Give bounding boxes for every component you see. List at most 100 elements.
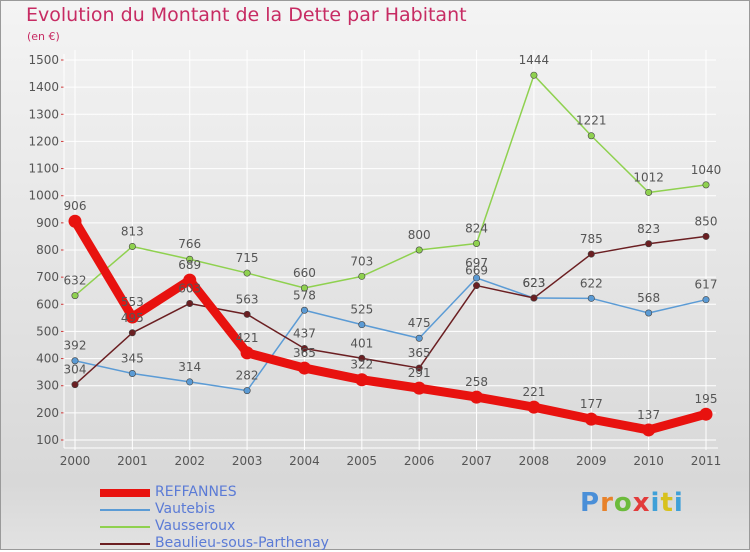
point-vautebis-2010 [645, 309, 653, 317]
point-vautebis-2011 [702, 296, 710, 304]
data-label-reffannes-2002: 689 [178, 258, 201, 272]
point-beaulieu-sous-parthenay-2006 [415, 364, 423, 372]
point-reffannes-2007 [470, 390, 484, 404]
point-vausseroux-2011 [702, 181, 710, 189]
data-label-beaulieu-sous-parthenay-2006: 365 [408, 346, 431, 360]
data-label-vautebis-2010: 568 [637, 291, 660, 305]
point-beaulieu-sous-parthenay-2000 [71, 381, 79, 389]
point-reffannes-2005 [355, 373, 369, 387]
data-label-vautebis-2011: 617 [695, 278, 718, 292]
point-vautebis-2001 [128, 369, 136, 377]
point-beaulieu-sous-parthenay-2007 [473, 282, 481, 290]
data-label-beaulieu-sous-parthenay-2007: 669 [465, 264, 488, 278]
grid [65, 50, 716, 450]
axes: 100 200 300 400 500 600 700 800 900 1000 1100 1200 1… [28, 53, 721, 468]
data-labels: 392 345 314 282 578 525 475 697 623 622 568 617 632 8… [64, 53, 722, 422]
data-label-beaulieu-sous-parthenay-2004: 437 [293, 327, 316, 341]
y-tick-label-1500: 1500 [28, 53, 59, 67]
point-reffannes-2010 [642, 423, 656, 437]
point-beaulieu-sous-parthenay-2011 [702, 232, 710, 240]
data-label-reffannes-2004: 365 [293, 346, 316, 360]
point-vautebis-2007 [473, 274, 481, 282]
series-group [68, 71, 713, 437]
point-vausseroux-2008 [530, 71, 538, 79]
legend-swatch-reffannes [100, 489, 150, 497]
logo-letter: r [600, 488, 614, 518]
point-reffannes-2009 [584, 412, 598, 426]
point-beaulieu-sous-parthenay-2003 [243, 310, 251, 318]
data-label-vausseroux-2010: 1012 [633, 170, 664, 184]
data-label-beaulieu-sous-parthenay-2008: 623 [522, 276, 545, 290]
data-label-vautebis-2001: 345 [121, 352, 144, 366]
data-label-vausseroux-2008: 1444 [519, 53, 550, 67]
point-vausseroux-2001 [128, 242, 136, 250]
y-tick-label-300: 300 [36, 379, 59, 393]
point-beaulieu-sous-parthenay-2001 [128, 329, 136, 337]
data-label-vausseroux-2003: 715 [236, 251, 259, 265]
point-vautebis-2004 [300, 306, 308, 314]
point-reffannes-2011 [699, 407, 713, 421]
x-tick-label-2001: 2001 [117, 454, 148, 468]
point-vausseroux-2006 [415, 246, 423, 254]
series-line-vautebis [74, 277, 707, 392]
series-line-reffannes [70, 216, 711, 435]
point-vautebis-2000 [71, 357, 79, 365]
data-label-vautebis-2008: 623 [522, 276, 545, 290]
logo-letter: o [613, 488, 633, 518]
data-label-beaulieu-sous-parthenay-2009: 785 [580, 232, 603, 246]
point-vausseroux-2007 [473, 239, 481, 247]
logo-letter: i [673, 488, 684, 518]
legend-label-beaulieu-sous-parthenay: Beaulieu-sous-Parthenay [155, 535, 329, 551]
data-label-vausseroux-2007: 824 [465, 221, 488, 235]
point-beaulieu-sous-parthenay-2008 [530, 294, 538, 302]
point-vausseroux-2002 [186, 255, 194, 263]
legend-label-vausseroux: Vausseroux [155, 518, 236, 534]
y-tick-label-1200: 1200 [28, 134, 59, 148]
point-reffannes-2002 [183, 273, 197, 287]
point-vausseroux-2000 [71, 292, 79, 300]
y-tick-label-1400: 1400 [28, 80, 59, 94]
legend-swatch-vautebis [100, 509, 150, 511]
data-label-reffannes-2003: 421 [236, 331, 259, 345]
data-label-beaulieu-sous-parthenay-2000: 304 [64, 363, 87, 377]
legend-swatch-vausseroux [100, 526, 150, 528]
x-tick-label-2000: 2000 [60, 454, 91, 468]
y-tick-label-700: 700 [36, 270, 59, 284]
series-line-beaulieu-sous-parthenay [74, 235, 707, 386]
point-vausseroux-2010 [645, 188, 653, 196]
data-label-beaulieu-sous-parthenay-2001: 495 [121, 311, 144, 325]
y-tick-label-100: 100 [36, 433, 59, 447]
x-tick-label-2004: 2004 [289, 454, 320, 468]
data-label-reffannes-2000: 906 [64, 199, 87, 213]
data-label-reffannes-2008: 221 [522, 385, 545, 399]
data-label-vausseroux-2011: 1040 [691, 163, 722, 177]
point-beaulieu-sous-parthenay-2004 [300, 345, 308, 353]
data-label-vausseroux-2000: 632 [64, 274, 87, 288]
point-reffannes-2003 [240, 346, 254, 360]
data-label-beaulieu-sous-parthenay-2011: 850 [695, 214, 718, 228]
data-label-vautebis-2007: 697 [465, 256, 488, 270]
y-tick-label-900: 900 [36, 216, 59, 230]
point-vausseroux-2009 [587, 132, 595, 140]
data-label-vausseroux-2006: 800 [408, 228, 431, 242]
data-label-reffannes-2009: 177 [580, 397, 603, 411]
y-tick-label-800: 800 [36, 243, 59, 257]
chart-title: Evolution du Montant de la Dette par Hab… [26, 4, 467, 26]
y-tick-label-600: 600 [36, 297, 59, 311]
x-tick-label-2002: 2002 [174, 454, 205, 468]
data-label-vausseroux-2004: 660 [293, 266, 316, 280]
data-label-vautebis-2006: 475 [408, 316, 431, 330]
x-tick-label-2011: 2011 [691, 454, 722, 468]
data-label-reffannes-2007: 258 [465, 375, 488, 389]
point-vautebis-2002 [186, 378, 194, 386]
data-label-beaulieu-sous-parthenay-2010: 823 [637, 222, 660, 236]
point-reffannes-2006 [412, 381, 426, 395]
legend-swatch-beaulieu-sous-parthenay [100, 543, 150, 545]
x-tick-label-2003: 2003 [232, 454, 263, 468]
data-label-vautebis-2000: 392 [64, 339, 87, 353]
point-vausseroux-2003 [243, 269, 251, 277]
point-vausseroux-2004 [300, 284, 308, 292]
data-label-vautebis-2002: 314 [178, 360, 201, 374]
